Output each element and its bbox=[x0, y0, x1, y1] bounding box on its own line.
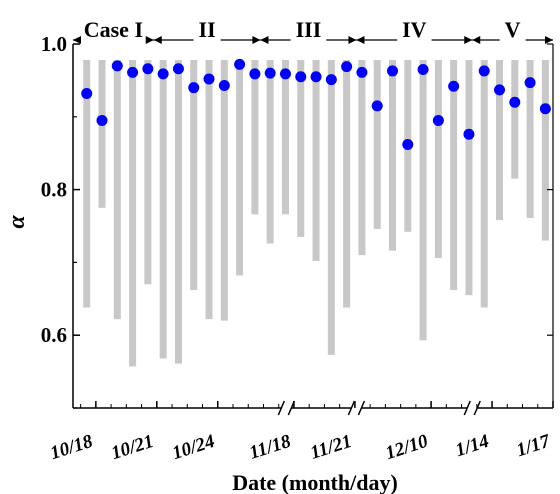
x-tick-label: 10/24 bbox=[170, 431, 218, 464]
alpha-points bbox=[81, 58, 551, 150]
alpha-point bbox=[157, 68, 169, 80]
case-arrow-right bbox=[145, 36, 154, 44]
alpha-point bbox=[341, 61, 353, 73]
x-tick-label: 11/18 bbox=[247, 431, 294, 464]
x-tick-label: 10/21 bbox=[109, 431, 157, 464]
range-bar bbox=[83, 60, 91, 308]
case-arrow-left bbox=[356, 36, 365, 44]
range-bar bbox=[220, 60, 228, 321]
range-bar bbox=[419, 60, 427, 341]
range-bar bbox=[373, 60, 381, 229]
x-axis-label: Date (month/day) bbox=[232, 470, 398, 494]
y-tick-label: 0.8 bbox=[41, 178, 67, 202]
alpha-point bbox=[463, 128, 475, 140]
range-bar bbox=[480, 60, 488, 308]
alpha-point bbox=[172, 63, 184, 75]
alpha-point bbox=[234, 58, 246, 70]
alpha-point bbox=[509, 96, 521, 108]
range-bar bbox=[159, 60, 167, 359]
case-label: III bbox=[296, 17, 322, 42]
range-bar bbox=[251, 60, 259, 215]
case-label: Case I bbox=[84, 17, 143, 42]
alpha-point bbox=[218, 79, 230, 91]
range-bar bbox=[98, 60, 106, 208]
range-bar bbox=[129, 60, 137, 367]
range-bar bbox=[281, 60, 289, 215]
case-arrow-left bbox=[153, 36, 162, 44]
range-bar bbox=[526, 60, 534, 218]
x-tick-label: 1/17 bbox=[514, 430, 554, 461]
alpha-point bbox=[81, 88, 93, 100]
x-tick-label: 1/14 bbox=[453, 431, 492, 461]
y-tick-label: 1.0 bbox=[41, 32, 67, 56]
range-bar bbox=[358, 60, 366, 256]
range-bar bbox=[297, 60, 305, 237]
range-bar bbox=[511, 60, 519, 179]
alpha-point bbox=[96, 114, 108, 126]
case-arrow-right bbox=[252, 36, 261, 44]
axis-break-mark bbox=[347, 400, 356, 416]
x-tick-label: 11/21 bbox=[308, 431, 355, 464]
axis-break-mark bbox=[463, 400, 471, 416]
range-bar bbox=[388, 60, 396, 251]
alpha-point bbox=[386, 65, 398, 77]
range-bar bbox=[205, 60, 213, 320]
alpha-point bbox=[432, 114, 444, 126]
range-bar bbox=[190, 60, 198, 291]
case-label: IV bbox=[402, 17, 427, 42]
alpha-point bbox=[203, 73, 215, 85]
alpha-point bbox=[249, 68, 261, 80]
range-bar bbox=[174, 60, 182, 364]
case-annotations: Case I II III IV V bbox=[73, 17, 553, 44]
alpha-point bbox=[264, 67, 276, 79]
range-bar bbox=[434, 60, 442, 259]
range-bar bbox=[327, 60, 335, 355]
alpha-point bbox=[279, 68, 291, 80]
range-bar bbox=[465, 60, 473, 296]
case-arrow-left bbox=[260, 36, 269, 44]
range-bar bbox=[144, 60, 152, 285]
alpha-point bbox=[402, 138, 414, 150]
case-arrow-left bbox=[472, 36, 481, 44]
alpha-point bbox=[448, 80, 460, 92]
alpha-point bbox=[539, 103, 551, 115]
alpha-point bbox=[494, 84, 506, 96]
case-arrow-right bbox=[545, 36, 553, 44]
alpha-point bbox=[356, 66, 368, 78]
axis-break-mark bbox=[277, 400, 286, 416]
alpha-point bbox=[127, 66, 139, 78]
alpha-point bbox=[371, 100, 383, 112]
range-bar bbox=[312, 60, 320, 261]
alpha-point bbox=[295, 71, 307, 83]
range-bar bbox=[343, 60, 351, 308]
range-bar bbox=[496, 60, 504, 221]
range-bar bbox=[541, 60, 549, 241]
alpha-point bbox=[111, 60, 123, 72]
alpha-point bbox=[325, 74, 337, 86]
axes bbox=[72, 43, 554, 416]
alpha-point bbox=[142, 63, 154, 75]
y-axis-label: α bbox=[4, 215, 30, 229]
range-bars bbox=[83, 60, 549, 367]
range-bar bbox=[266, 60, 274, 244]
range-bar bbox=[236, 60, 244, 276]
case-arrow-right bbox=[464, 36, 473, 44]
x-tick-label: 12/10 bbox=[383, 431, 431, 465]
y-tick-label: 0.6 bbox=[41, 323, 67, 347]
case-arrow-right bbox=[348, 36, 357, 44]
alpha-point bbox=[188, 82, 200, 94]
range-bar bbox=[113, 60, 121, 320]
alpha-point bbox=[524, 77, 536, 89]
case-label: II bbox=[199, 17, 216, 42]
range-bar bbox=[450, 60, 458, 291]
alpha-point bbox=[478, 65, 490, 77]
case-label: V bbox=[505, 17, 521, 42]
case-arrow-left bbox=[73, 36, 81, 44]
alpha-point bbox=[310, 71, 322, 83]
x-tick-label: 10/18 bbox=[48, 431, 96, 465]
alpha-point bbox=[417, 63, 429, 75]
